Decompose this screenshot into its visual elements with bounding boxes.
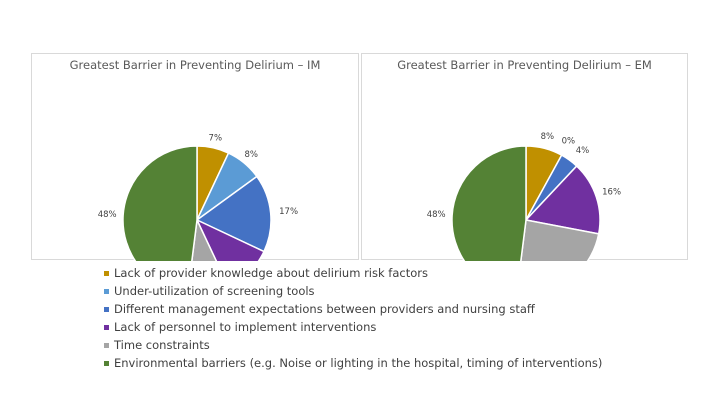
data-label: 48% [427,210,446,220]
pie-im-svg: 7%8%17%11%9%48% [98,134,298,261]
legend-swatch [104,307,109,312]
legend-label: Different management expectations betwee… [114,302,535,316]
pie-em-svg: 8%0%4%16%24%48% [427,132,621,261]
legend-label: Time constraints [114,338,210,352]
data-label: 8% [244,150,258,160]
legend-swatch [104,361,109,366]
pie-slice [195,218,265,261]
legend-swatch [104,325,109,330]
pie-chart-im: Greatest Barrier in Preventing Delirium … [31,53,359,261]
pie-slice [524,164,601,235]
data-label: 48% [98,210,117,220]
legend-swatch [104,271,109,276]
legend-label: Lack of personnel to implement intervent… [114,320,377,334]
pie-slice [191,217,218,261]
data-label: 17% [279,207,298,217]
legend-swatch [104,343,109,348]
legend-label: Environmental barriers (e.g. Noise or li… [114,356,603,370]
pie-slice [520,219,600,261]
data-label: 4% [576,146,590,156]
legend-label: Under-utilization of screening tools [114,284,315,298]
data-label: 7% [209,134,223,144]
pie-slice [451,145,527,261]
legend-label: Lack of provider knowledge about deliriu… [114,266,428,280]
pie-slice [195,175,272,253]
data-label: 16% [602,188,621,198]
data-label: 8% [541,132,555,142]
pie-slice [122,145,198,261]
data-label: 0% [562,136,576,146]
chart-title-im: Greatest Barrier in Preventing Delirium … [69,58,321,72]
legend-swatch [104,289,109,294]
chart-title-em: Greatest Barrier in Preventing Delirium … [397,58,652,72]
pie-chart-em: Greatest Barrier in Preventing Delirium … [361,53,688,261]
